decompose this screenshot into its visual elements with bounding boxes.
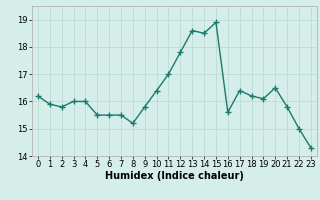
X-axis label: Humidex (Indice chaleur): Humidex (Indice chaleur) [105,171,244,181]
